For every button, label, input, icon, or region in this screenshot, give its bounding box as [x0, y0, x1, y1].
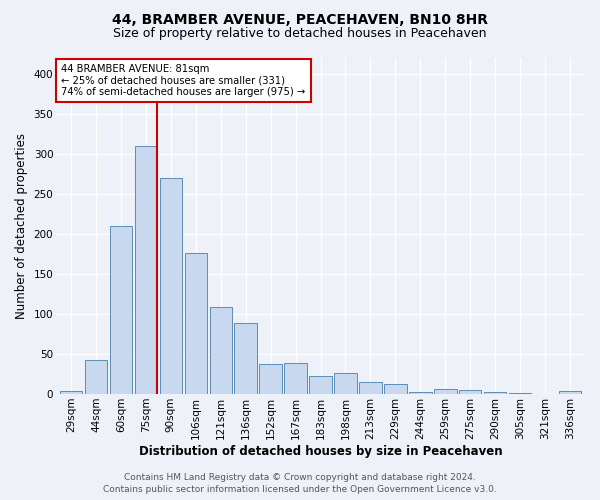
Bar — [209, 306, 232, 394]
Text: Size of property relative to detached houses in Peacehaven: Size of property relative to detached ho… — [113, 28, 487, 40]
Text: Contains HM Land Registry data © Crown copyright and database right 2024.
Contai: Contains HM Land Registry data © Crown c… — [103, 472, 497, 494]
Bar — [434, 389, 457, 394]
Bar — [334, 373, 357, 394]
Text: 44, BRAMBER AVENUE, PEACEHAVEN, BN10 8HR: 44, BRAMBER AVENUE, PEACEHAVEN, BN10 8HR — [112, 12, 488, 26]
Y-axis label: Number of detached properties: Number of detached properties — [15, 133, 28, 319]
Bar — [134, 146, 157, 394]
Bar — [409, 392, 431, 394]
Bar — [110, 226, 132, 394]
Text: 44 BRAMBER AVENUE: 81sqm
← 25% of detached houses are smaller (331)
74% of semi-: 44 BRAMBER AVENUE: 81sqm ← 25% of detach… — [61, 64, 305, 98]
Bar — [509, 393, 532, 394]
Bar — [235, 322, 257, 394]
Bar — [359, 382, 382, 394]
Bar — [160, 178, 182, 394]
X-axis label: Distribution of detached houses by size in Peacehaven: Distribution of detached houses by size … — [139, 444, 502, 458]
Bar — [85, 360, 107, 394]
Bar — [259, 364, 282, 394]
Bar — [60, 391, 82, 394]
Bar — [185, 253, 207, 394]
Bar — [310, 376, 332, 394]
Bar — [459, 390, 481, 394]
Bar — [559, 391, 581, 394]
Bar — [484, 392, 506, 394]
Bar — [284, 363, 307, 394]
Bar — [384, 384, 407, 394]
